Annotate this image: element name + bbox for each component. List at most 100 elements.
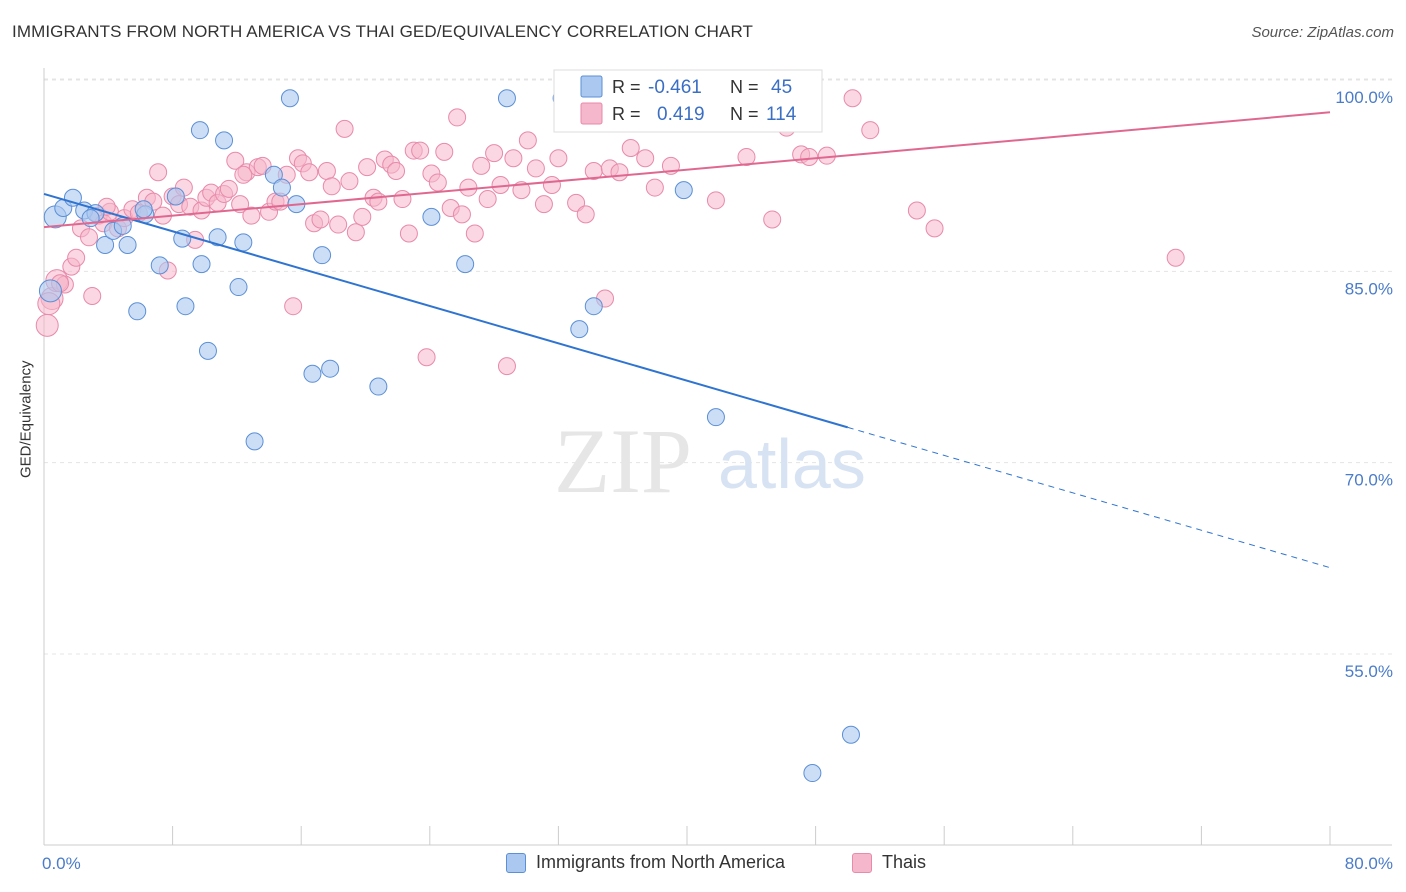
immigrants-point-20 <box>229 278 248 297</box>
thais-point-68 <box>435 142 454 161</box>
y-tick-label-1: 85.0% <box>1345 279 1393 298</box>
thais-point-104 <box>817 146 836 165</box>
immigrants-point-28 <box>313 246 332 265</box>
thais-point-71 <box>452 205 471 224</box>
legend-r-value-1: -0.461 <box>648 77 702 98</box>
thais-point-18 <box>149 163 168 182</box>
x-tick-label-0: 0.0% <box>42 854 81 873</box>
thais-point-45 <box>300 163 319 182</box>
immigrants-point-23 <box>264 165 283 184</box>
thais-point-35 <box>242 206 261 225</box>
thais-point-92 <box>610 163 629 182</box>
thais-point-62 <box>399 224 418 243</box>
thais-point-55 <box>358 158 377 177</box>
legend-swatch-blue <box>580 75 603 98</box>
thais-point-76 <box>485 144 504 163</box>
legend-r-value-2: 0.419 <box>657 104 705 125</box>
immigrants-point-24 <box>272 178 291 197</box>
thais-point-108 <box>925 219 944 238</box>
thais-point-85 <box>549 149 568 168</box>
legend-n-value-2: 114 <box>766 104 797 125</box>
thais-point-52 <box>340 172 359 191</box>
immigrants-points <box>38 89 860 783</box>
immigrants-point-22 <box>245 432 264 451</box>
immigrants-point-0 <box>38 279 62 303</box>
thais-point-54 <box>353 207 372 226</box>
thais-point-75 <box>478 190 497 209</box>
thais-point-95 <box>645 178 664 197</box>
legend-swatch-pink <box>580 102 603 125</box>
immigrants-point-6 <box>96 235 115 254</box>
legend-r-label-2: R = <box>612 104 641 124</box>
thais-point-73 <box>465 224 484 243</box>
thais-point-47 <box>311 210 330 229</box>
tick-labels: 100.0% 85.0% 70.0% 55.0% 0.0% 80.0% <box>42 88 1393 873</box>
immigrants-point-31 <box>422 207 441 226</box>
thais-point-31 <box>219 179 238 198</box>
immigrants-point-9 <box>128 302 147 321</box>
legend-item-thais: Thais <box>852 852 926 873</box>
axes <box>43 68 1392 846</box>
thais-point-8 <box>83 286 102 305</box>
x-tick-label-1: 80.0% <box>1345 854 1393 873</box>
immigrants-point-11 <box>150 256 169 275</box>
thais-point-79 <box>504 149 523 168</box>
immigrants-point-41 <box>803 764 822 783</box>
thais-point-64 <box>411 141 430 160</box>
legend-swatch-immigrants <box>506 852 526 873</box>
immigrants-point-44 <box>134 200 153 219</box>
watermark-zip: ZIP <box>554 410 692 512</box>
thais-point-81 <box>518 131 537 150</box>
thais-point-0 <box>35 313 59 337</box>
thais-point-65 <box>417 348 436 367</box>
thais-point-57 <box>369 192 388 211</box>
thais-point-106 <box>861 121 880 140</box>
thais-point-5 <box>67 248 86 267</box>
trend-lines <box>43 111 1331 569</box>
immigrants-point-38 <box>674 181 693 200</box>
thais-point-93 <box>621 139 640 158</box>
thais-point-103 <box>800 147 819 166</box>
bottom-legend: Immigrants from North America Thais <box>0 852 1406 878</box>
immigrants-point-30 <box>369 377 388 396</box>
watermark-atlas: atlas <box>718 425 866 503</box>
thais-point-82 <box>526 159 545 178</box>
thais-point-87 <box>567 193 586 212</box>
thais-point-72 <box>459 178 478 197</box>
thais-point-51 <box>335 119 354 138</box>
thais-point-83 <box>534 195 553 214</box>
legend-n-label-2: N = <box>730 104 759 124</box>
legend-item-immigrants: Immigrants from North America <box>506 852 785 873</box>
immigrants-point-37 <box>584 297 603 316</box>
immigrants-point-16 <box>192 255 211 274</box>
thais-point-109 <box>1166 248 1185 267</box>
immigrants-trend-line <box>43 192 849 429</box>
thais-point-7 <box>80 228 99 247</box>
y-tick-label-3: 55.0% <box>1345 662 1393 681</box>
legend-label-thais: Thais <box>882 852 927 872</box>
y-tick-label-0: 100.0% <box>1335 88 1393 107</box>
thais-point-74 <box>472 156 491 175</box>
immigrants-point-8 <box>118 235 137 254</box>
legend-swatch-thais <box>852 852 872 873</box>
legend-n-label-1: N = <box>730 77 759 97</box>
immigrants-point-35 <box>570 320 589 339</box>
immigrants-point-29 <box>321 359 340 378</box>
thais-point-50 <box>329 215 348 234</box>
thais-point-70 <box>448 108 467 127</box>
chart-title: IMMIGRANTS FROM NORTH AMERICA VS THAI GE… <box>12 22 754 41</box>
thais-point-98 <box>706 191 725 210</box>
thais-point-99 <box>737 147 756 166</box>
thais-point-42 <box>284 297 303 316</box>
thais-trend-line <box>43 111 1331 229</box>
immigrants-point-21 <box>234 233 253 252</box>
thais-point-32 <box>226 151 245 170</box>
immigrants-point-18 <box>208 228 227 247</box>
thais-point-67 <box>428 173 447 192</box>
immigrants-point-32 <box>456 255 475 274</box>
stats-legend: R = -0.461 N = 45 R = 0.419 N = 114 <box>553 69 823 133</box>
legend-n-value-1: 45 <box>771 77 792 98</box>
immigrants-trend-extension <box>847 426 1331 569</box>
immigrants-point-19 <box>215 131 234 150</box>
